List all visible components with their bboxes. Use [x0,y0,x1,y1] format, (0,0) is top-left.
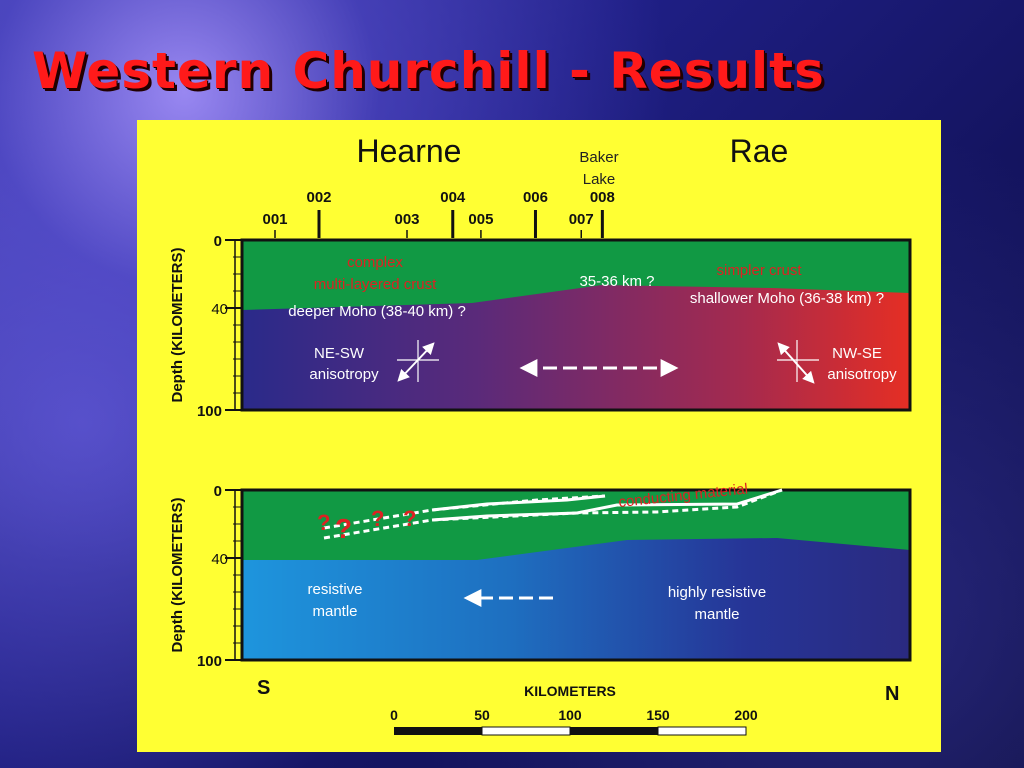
moho-center-label: 35-36 km ? [579,273,654,290]
bottom-cross-section: Depth (KILOMETERS) 0 40 100 conducting m… [169,480,912,670]
scale-label: KILOMETERS [524,683,616,699]
resistive-mantle-label-line2: mantle [312,603,357,620]
station-label-003: 003 [394,211,419,228]
deeper-moho-label: deeper Moho (38-40 km) ? [288,303,466,320]
station-label-004: 004 [440,189,466,206]
station-label-002: 002 [306,189,331,206]
station-label-005: 005 [468,211,493,228]
conductor-lower-dashed [323,488,783,540]
highly-resistive-label-line2: mantle [694,606,739,623]
shallower-moho-label: shallower Moho (36-38 km) ? [690,290,884,307]
province-rae: Rae [730,133,789,169]
question-mark-3: ? [371,506,384,531]
top-tick-100: 100 [197,403,222,420]
top-cross-section: Depth (KILOMETERS) 0 40 100 complex mult… [169,233,912,420]
station-label-006: 006 [523,189,548,206]
bottom-depth-ticks [225,489,242,661]
scale-tick-100: 100 [558,707,582,723]
question-mark-1: ? [317,510,330,535]
top-depth-axis-label: Depth (KILOMETERS) [169,248,186,403]
question-mark-4: ? [403,506,416,531]
ne-sw-anisotropy-symbol [397,340,439,382]
scale-tick-0: 0 [390,707,398,723]
top-crust [242,240,910,310]
bottom-depth-axis-label: Depth (KILOMETERS) [169,498,186,653]
top-depth-ticks [225,239,242,411]
scale-tick-200: 200 [734,707,758,723]
top-tick-40: 40 [211,301,228,318]
baker-lake-label-line1: Baker [579,149,618,166]
north-label: N [885,683,899,705]
nw-se-label: NW-SE [832,345,882,362]
conductor-lower-line [431,488,783,522]
bottom-tick-0: 0 [214,483,222,500]
station-label-001: 001 [262,211,287,228]
slide-title: Western Churchill - Results [32,42,825,100]
station-label-008: 008 [590,189,615,206]
resistive-mantle-label-line1: resistive [307,581,362,598]
simpler-crust-label: simpler crust [716,262,802,279]
scale-tick-150: 150 [646,707,670,723]
nw-se-anisotropy-label: anisotropy [827,366,897,383]
baker-lake-label-line2: Lake [583,171,616,188]
scale-tick-50: 50 [474,707,490,723]
bottom-tick-100: 100 [197,653,222,670]
station-label-007: 007 [569,211,594,228]
question-mark-2: ? [335,513,352,544]
conductor-upper-line [431,494,606,512]
ne-sw-anisotropy-label: anisotropy [309,366,379,383]
nw-se-anisotropy-symbol [777,340,819,384]
top-tick-0: 0 [214,233,222,250]
highly-resistive-label-line1: highly resistive [668,584,766,601]
scale-tick-labels: 0 50 100 150 200 [390,707,758,723]
south-label: S [257,677,270,699]
bottom-tick-40: 40 [211,551,228,568]
complex-crust-label-line1: complex [347,254,403,271]
cross-section-panel: Hearne Rae Baker Lake 001 002 003 004 005 006… [137,120,941,752]
complex-crust-label-line2: multi-layered crust [314,276,437,293]
scale-bar [394,726,747,736]
ne-sw-label: NE-SW [314,345,365,362]
bottom-crust [242,490,910,560]
province-hearne: Hearne [357,133,462,169]
